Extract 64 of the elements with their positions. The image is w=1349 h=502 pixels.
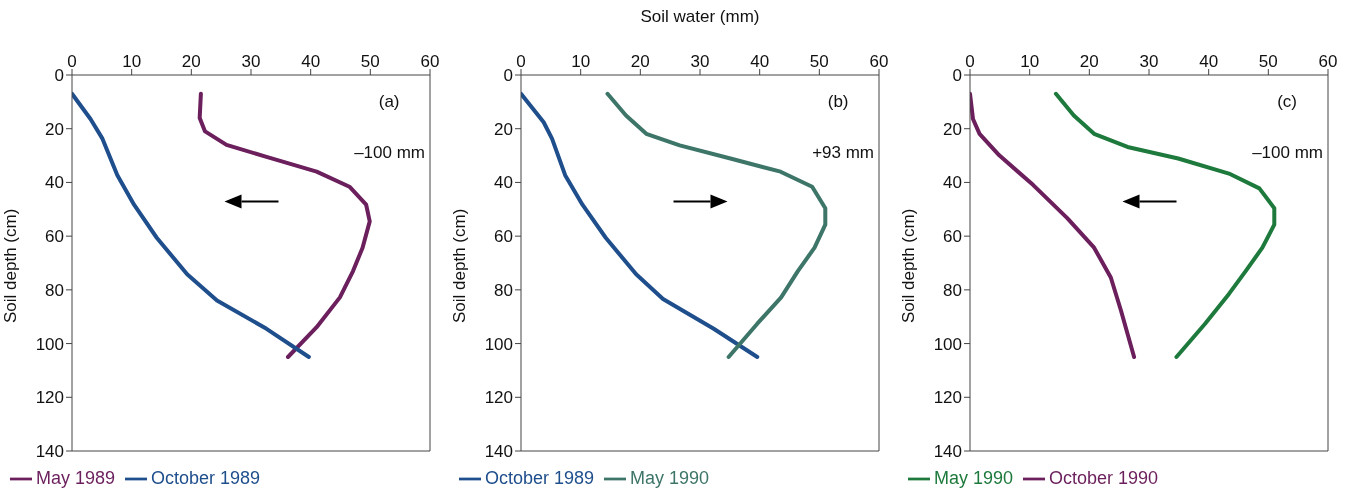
y-tick-label: 80 [45,280,64,300]
x-tick-label: 0 [965,52,975,71]
x-tick-label: 40 [301,52,321,71]
y-axis-title: Soil depth (cm) [1,208,21,323]
x-tick-label: 40 [750,52,770,71]
x-tick-label: 0 [516,52,526,71]
x-tick-label: 40 [1199,52,1219,71]
y-tick-label: 0 [54,66,64,86]
line-series [521,91,760,359]
y-tick-label: 80 [494,280,513,300]
y-axis-title: Soil depth (cm) [899,208,919,323]
x-tick-label: 50 [809,52,829,71]
legend-label: May 1990 [630,468,710,488]
legend-label: May 1989 [36,468,116,488]
x-tick-label: 10 [571,52,591,71]
y-tick-label: 120 [484,388,513,408]
legend-label: October 1990 [1049,468,1159,488]
x-tick-label: 20 [630,52,650,71]
annotation: (b) [827,92,849,112]
x-tick-label: 10 [122,52,142,71]
y-tick-label: 20 [494,119,513,139]
y-tick-label: 0 [952,66,962,86]
x-tick-label: 20 [1079,52,1099,71]
x-tick-label: 60 [1318,52,1338,71]
y-tick-label: 140 [35,442,64,462]
y-tick-label: 20 [943,119,962,139]
y-tick-label: 60 [494,227,513,247]
y-tick-label: 40 [943,173,962,193]
x-tick-label: 0 [67,52,77,71]
y-tick-label: 100 [35,334,64,354]
y-tick-label: 40 [45,173,64,193]
x-axis-title: Soil water (mm) [640,7,760,27]
y-tick-label: 20 [45,119,64,139]
y-tick-label: 100 [933,334,962,354]
y-tick-label: 60 [943,227,962,247]
y-tick-label: 40 [494,173,513,193]
x-tick-label: 30 [690,52,710,71]
x-tick-label: 60 [869,52,889,71]
legend-label: October 1989 [485,468,595,488]
y-tick-label: 0 [503,66,513,86]
y-tick-label: 140 [484,442,513,462]
y-tick-label: 140 [933,442,962,462]
y-axis-title: Soil depth (cm) [450,208,470,323]
line-series [72,91,311,359]
y-tick-label: 120 [35,388,64,408]
y-tick-label: 60 [45,227,64,247]
line-series [970,91,1137,359]
annotation: +93 mm [812,143,875,163]
x-tick-label: 10 [1020,52,1040,71]
annotation: –100 mm [1252,143,1324,163]
x-tick-label: 50 [1258,52,1278,71]
y-tick-label: 120 [933,388,962,408]
legend-label: October 1989 [151,468,261,488]
x-tick-label: 60 [420,52,440,71]
annotation: (c) [1277,92,1298,112]
x-tick-label: 20 [181,52,201,71]
x-tick-label: 30 [1139,52,1159,71]
legend-label: May 1990 [934,468,1014,488]
x-tick-label: 30 [241,52,261,71]
y-tick-label: 100 [484,334,513,354]
y-tick-label: 80 [943,280,962,300]
annotation: (a) [378,92,400,112]
annotation: –100 mm [354,143,426,163]
x-tick-label: 50 [360,52,380,71]
